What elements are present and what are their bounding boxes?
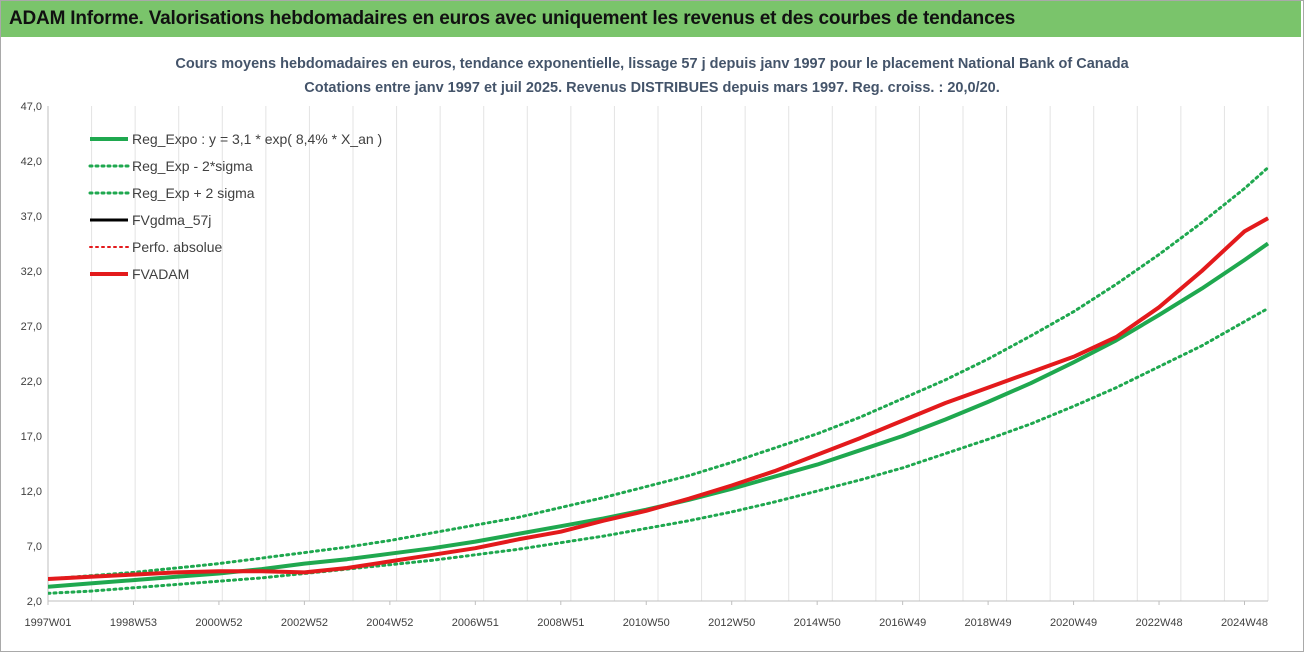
y-tick-label: 37,0: [21, 211, 42, 223]
y-tick-label: 17,0: [21, 431, 42, 443]
y-tick-label: 2,0: [27, 596, 42, 608]
chart-subtitle: Cotations entre janv 1997 et juil 2025. …: [304, 80, 1000, 96]
chart-title: Cours moyens hebdomadaires en euros, ten…: [175, 56, 1129, 72]
y-tick-label: 22,0: [21, 376, 42, 388]
x-tick-label: 2018W49: [965, 617, 1012, 629]
x-tick-label: 2024W48: [1221, 617, 1268, 629]
y-tick-label: 7,0: [27, 541, 42, 553]
legend-entry: FVADAM: [132, 266, 189, 282]
x-tick-label: 2014W50: [794, 617, 841, 629]
legend-entry: Reg_Exp + 2 sigma: [132, 185, 255, 201]
x-tick-label: 2006W51: [452, 617, 499, 629]
series-line-5: [48, 216, 1269, 581]
y-tick-label: 32,0: [21, 266, 42, 278]
x-tick-label: 1998W53: [110, 617, 157, 629]
x-tick-label: 2010W50: [623, 617, 670, 629]
legend-entry: Perfo. absolue: [132, 239, 222, 255]
x-tick-label: 2022W48: [1135, 617, 1182, 629]
legend-entry: Reg_Expo : y = 3,1 * exp( 8,4% * X_an ): [132, 131, 382, 147]
report-header: ADAM Informe. Valorisations hebdomadaire…: [1, 1, 1301, 37]
x-tick-label: 2002W52: [281, 617, 328, 629]
x-tick-label: 2016W49: [879, 617, 926, 629]
series-line-1: [48, 306, 1270, 595]
x-tick-label: 2008W51: [537, 617, 584, 629]
report-title: ADAM Informe. Valorisations hebdomadaire…: [9, 8, 1016, 29]
legend-entry: FVgdma_57j: [132, 212, 211, 228]
x-tick-label: 2000W52: [195, 617, 242, 629]
x-tick-label: 2012W50: [708, 617, 755, 629]
y-tick-label: 12,0: [21, 486, 42, 498]
x-tick-label: 2020W49: [1050, 617, 1097, 629]
legend-entry: Reg_Exp - 2*sigma: [132, 158, 253, 174]
y-tick-label: 27,0: [21, 321, 42, 333]
x-tick-label: 2004W52: [366, 617, 413, 629]
y-tick-label: 47,0: [21, 101, 42, 113]
x-tick-label: 1997W01: [24, 617, 71, 629]
y-tick-label: 42,0: [21, 156, 42, 168]
